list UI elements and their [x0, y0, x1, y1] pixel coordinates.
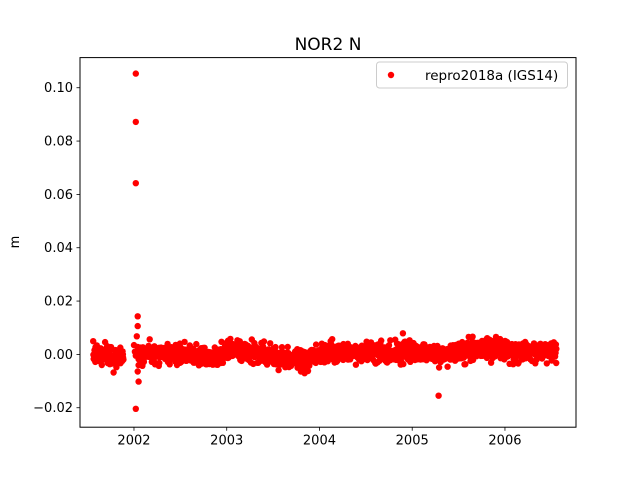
y-axis-label: m: [8, 236, 23, 249]
data-point: [469, 333, 476, 340]
data-point: [134, 313, 141, 320]
y-tick-label: 0.08: [44, 135, 73, 150]
data-point: [134, 368, 141, 375]
data-point: [110, 369, 117, 376]
y-tick-label: 0.02: [44, 295, 73, 310]
y-tick-label: 0.06: [44, 188, 73, 203]
data-point: [135, 356, 142, 363]
data-point: [312, 341, 320, 348]
data-point: [435, 364, 443, 371]
x-tick-label: 2004: [303, 434, 336, 449]
data-point: [553, 359, 560, 367]
y-tick-label: 0.00: [44, 348, 73, 363]
data-point: [132, 70, 139, 77]
data-point: [146, 336, 153, 343]
data-point: [166, 361, 173, 368]
data-point: [134, 343, 141, 351]
data-point: [218, 338, 225, 345]
x-tick-label: 2002: [117, 434, 150, 449]
data-point: [140, 358, 148, 365]
data-point: [543, 360, 550, 367]
data-point: [193, 340, 200, 348]
data-point: [236, 338, 243, 345]
data-point: [267, 340, 274, 347]
axes-frame: [79, 57, 577, 428]
x-tick-label: 2003: [210, 434, 243, 449]
data-point: [134, 322, 141, 330]
data-point: [304, 367, 312, 375]
chart-title: NOR2 N: [295, 35, 362, 55]
data-point: [136, 349, 143, 356]
data-point: [132, 180, 139, 187]
data-point: [272, 343, 279, 351]
data-point: [399, 330, 407, 337]
data-point: [227, 335, 234, 343]
data-point: [497, 335, 504, 343]
data-point: [435, 392, 442, 399]
data-point: [132, 118, 139, 126]
data-point: [98, 361, 106, 369]
data-point: [352, 361, 360, 368]
data-point: [462, 361, 469, 368]
data-point: [135, 378, 142, 385]
data-points: [90, 70, 560, 412]
data-point: [135, 361, 142, 369]
y-tick-label: −0.02: [33, 401, 73, 416]
data-point: [219, 359, 227, 366]
data-point: [387, 337, 394, 344]
data-point: [278, 344, 286, 351]
legend-label: repro2018a (IGS14): [425, 68, 558, 84]
legend-marker-icon: [387, 71, 395, 79]
data-point: [275, 366, 282, 374]
legend-box: [376, 61, 568, 89]
data-point: [156, 359, 163, 367]
x-tick-label: 2006: [488, 434, 521, 449]
data-point: [90, 338, 97, 345]
y-axis-ticks: −0.02 0.00 0.02 0.04 0.06 0.08 0.10: [33, 81, 80, 416]
y-tick-label: 0.10: [44, 81, 73, 96]
data-point: [385, 342, 393, 349]
data-point: [260, 338, 268, 345]
data-point: [132, 405, 139, 412]
data-point: [444, 363, 451, 370]
y-tick-label: 0.04: [44, 241, 73, 256]
legend: repro2018a (IGS14): [376, 61, 568, 89]
data-point: [400, 360, 407, 368]
data-point: [378, 337, 385, 344]
data-point: [329, 336, 336, 343]
data-point: [181, 338, 188, 346]
data-point: [553, 345, 560, 353]
data-point: [133, 333, 140, 340]
x-axis-ticks: 2002 2003 2004 2005 2006: [117, 427, 522, 449]
data-point: [284, 343, 291, 351]
data-point: [120, 356, 127, 363]
x-tick-label: 2005: [396, 434, 429, 449]
data-point: [113, 364, 120, 371]
data-point: [297, 368, 305, 375]
